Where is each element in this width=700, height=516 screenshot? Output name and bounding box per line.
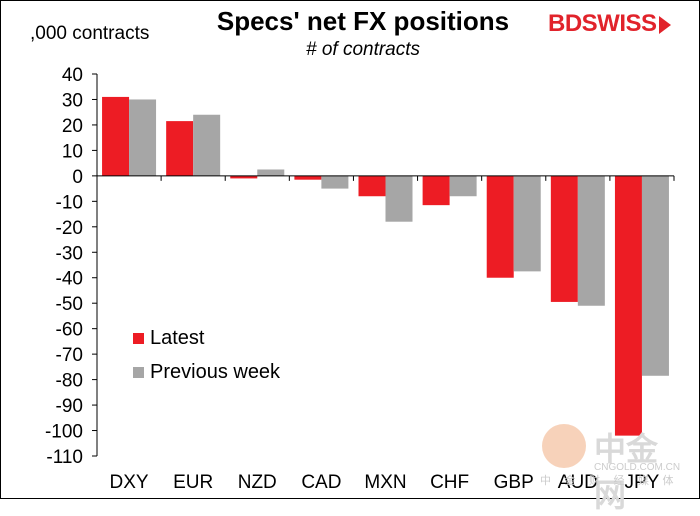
y-tick-label: -20 [56, 218, 83, 239]
legend-item-latest: Latest [133, 327, 204, 350]
x-axis: DXY EUR NZD CAD MXN CHF GBP AUD JPY [96, 175, 675, 493]
bar-previous-week-dxy [129, 99, 157, 176]
y-tick-label: -70 [56, 345, 83, 366]
x-category-label: GBP [494, 472, 534, 493]
bar-latest-dxy [102, 96, 130, 176]
bar-previous-week-jpy [641, 175, 669, 376]
legend-label: Latest [150, 327, 205, 349]
bar-previous-week-nzd [257, 169, 285, 176]
y-tick-label: -50 [56, 294, 83, 315]
logo-arrow-icon [658, 15, 671, 34]
bar-chart: 40 30 20 10 0 -10 -20 -30 -40 -50 -60 -70 -80 -90 -100… [45, 65, 675, 493]
y-tick-label: -10 [56, 192, 83, 213]
bar-previous-week-gbp [513, 175, 541, 272]
y-tick-label: -90 [56, 396, 83, 417]
x-category-label: DXY [110, 472, 149, 493]
bar-latest-nzd [230, 175, 258, 179]
bar-latest-gbp [486, 175, 514, 278]
bar-previous-week-mxn [385, 175, 413, 222]
bar-previous-week-eur [193, 114, 221, 176]
bar-previous-week-cad [321, 175, 349, 189]
bar-previous-week-chf [449, 175, 477, 197]
legend-label: Previous week [150, 361, 281, 383]
x-category-label: MXN [364, 472, 406, 493]
y-tick-label: -60 [56, 320, 83, 341]
bar-latest-jpy [614, 175, 642, 436]
bar-latest-mxn [358, 175, 386, 197]
legend-swatch [133, 333, 144, 345]
y-tick-label: -110 [46, 447, 83, 468]
x-category-label: NZD [238, 472, 277, 493]
chart-subtitle: # of contracts [305, 39, 421, 60]
bar-latest-chf [422, 175, 450, 206]
legend-item-previous-week: Previous week [133, 361, 280, 384]
watermark-url: CNGOLD.COM.CN [594, 462, 681, 473]
y-tick-label: 40 [62, 65, 83, 86]
y-tick-label: 0 [72, 167, 83, 188]
bar-previous-week-aud [577, 175, 605, 306]
y-tick-label: 20 [62, 116, 83, 137]
y-axis-unit-label: ,000 contracts [30, 23, 150, 44]
bars [102, 96, 669, 436]
watermark: 中金网 CNGOLD.COM.CN 中 金 财 经 媒 体 [538, 422, 688, 514]
y-tick-label: -30 [56, 243, 83, 264]
x-category-label: AUD [558, 472, 598, 493]
y-tick-label: -100 [45, 422, 83, 443]
x-category-label: JPY [625, 472, 660, 493]
legend-swatch [133, 367, 144, 379]
y-tick-label: -40 [56, 269, 83, 290]
x-category-label: CAD [301, 472, 341, 493]
x-category-label: CHF [430, 472, 469, 493]
bdswiss-logo: BDSWISS [548, 10, 671, 38]
y-tick-label: 10 [62, 141, 83, 162]
y-tick-label: 30 [62, 90, 83, 111]
bar-latest-cad [294, 175, 322, 180]
watermark-logo-icon [542, 424, 586, 468]
y-axis: 40 30 20 10 0 -10 -20 -30 -40 -50 -60 -70 -80 -90 -100… [45, 65, 98, 468]
chart-title: Specs' net FX positions [216, 6, 510, 36]
bar-latest-aud [550, 175, 578, 302]
bar-latest-eur [166, 121, 194, 176]
y-tick-label: -80 [56, 371, 83, 392]
logo-text-swiss: SWISS [581, 10, 657, 37]
watermark-subtext: 中 金 财 经 媒 体 [540, 474, 679, 487]
x-category-label: EUR [173, 472, 213, 493]
logo-text-bd: BD [548, 10, 582, 37]
